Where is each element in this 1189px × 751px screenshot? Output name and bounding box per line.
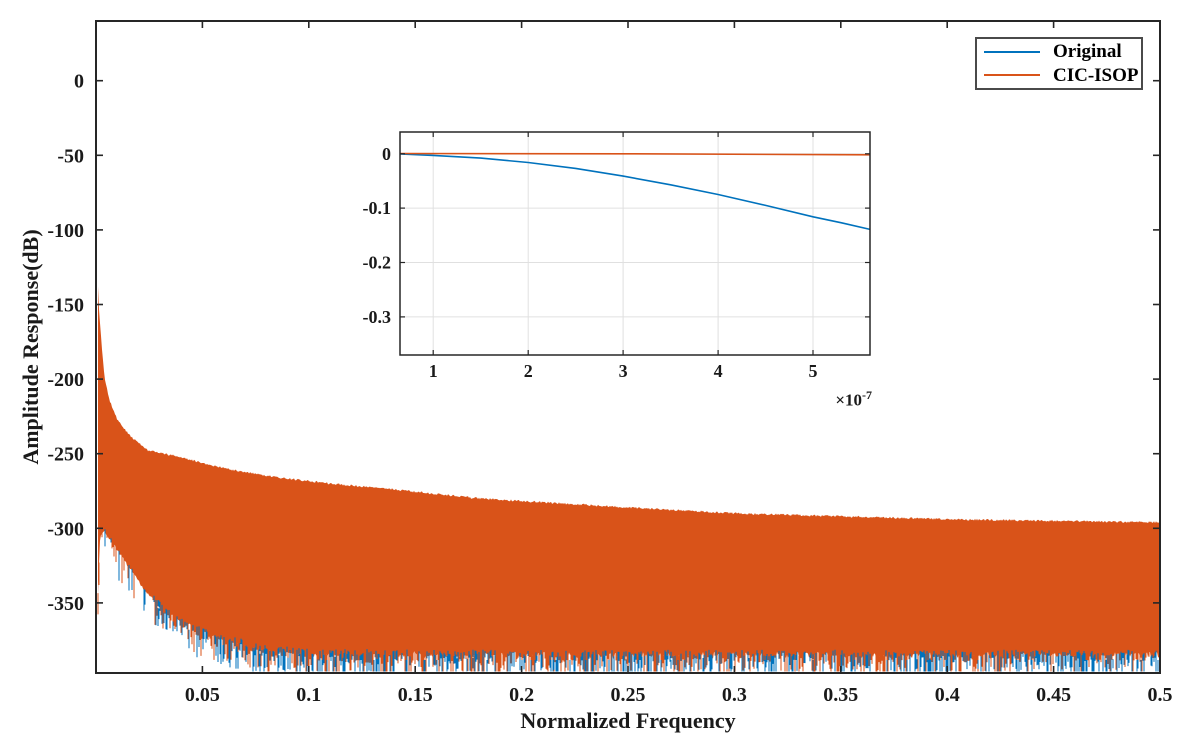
legend-item-cic-isop: CIC-ISOP bbox=[977, 64, 1141, 86]
legend-label-original: Original bbox=[1053, 41, 1122, 63]
inset-x-multiplier-base: ×10 bbox=[835, 390, 862, 410]
x-tick-label: 0.3 bbox=[722, 684, 747, 706]
legend-line-original bbox=[984, 50, 1040, 53]
noise-fringe bbox=[97, 529, 1159, 672]
x-tick-label: 0.45 bbox=[1036, 684, 1071, 706]
y-tick-label: -100 bbox=[47, 220, 84, 242]
inset-x-tick-label: 3 bbox=[619, 361, 628, 381]
inset-x-tick-label: 2 bbox=[524, 361, 533, 381]
inset-x-tick-label: 4 bbox=[714, 361, 723, 381]
inset-axes: 1 2 3 4 5 0 -0.1 -0.2 -0.3 bbox=[363, 131, 871, 381]
main-axes-frame: 0.05 0.1 0.15 0.2 0.25 0.3 0.35 0.4 0.45 0.5 0 -50 -… bbox=[47, 20, 1173, 706]
x-tick-label: 0.1 bbox=[296, 684, 321, 706]
inset-x-multiplier-exponent: -7 bbox=[862, 388, 872, 402]
legend-item-original: Original bbox=[977, 41, 1141, 63]
x-tick-label: 0.25 bbox=[611, 684, 646, 706]
x-tick-label: 0.4 bbox=[935, 684, 960, 706]
inset-x-tick-label: 1 bbox=[429, 361, 438, 381]
x-tick-label: 0.35 bbox=[823, 684, 858, 706]
y-tick-label: -150 bbox=[47, 295, 84, 317]
inset-y-tick-label: -0.3 bbox=[363, 307, 392, 327]
inset-curve-cic-isop bbox=[399, 152, 871, 156]
y-tick-label: -200 bbox=[47, 369, 84, 391]
legend-label-cic-isop: CIC-ISOP bbox=[1053, 64, 1139, 86]
response-band bbox=[98, 286, 1159, 659]
x-tick-label: 0.2 bbox=[509, 684, 534, 706]
y-tick-label: 0 bbox=[74, 71, 84, 93]
y-tick-label: -50 bbox=[57, 145, 84, 167]
x-tick-label: 0.5 bbox=[1148, 684, 1173, 706]
inset-x-multiplier: ×10-7 bbox=[835, 388, 872, 411]
inset-y-tick-label: -0.1 bbox=[363, 198, 392, 218]
x-tick-label: 0.15 bbox=[398, 684, 433, 706]
y-tick-label: -300 bbox=[47, 518, 84, 540]
y-axis-label: Amplitude Response(dB) bbox=[18, 229, 43, 465]
x-tick-label: 0.05 bbox=[185, 684, 220, 706]
legend: Original CIC-ISOP bbox=[975, 37, 1143, 90]
y-tick-label: -350 bbox=[47, 593, 84, 615]
inset-x-tick-label: 5 bbox=[809, 361, 818, 381]
inset-curve-original bbox=[399, 153, 871, 231]
inset-y-tick-label: -0.2 bbox=[363, 253, 392, 273]
x-axis-label: Normalized Frequency bbox=[520, 708, 736, 733]
legend-line-cic-isop bbox=[984, 74, 1040, 77]
y-tick-label: -250 bbox=[47, 444, 84, 466]
inset-y-tick-label: 0 bbox=[382, 144, 391, 164]
